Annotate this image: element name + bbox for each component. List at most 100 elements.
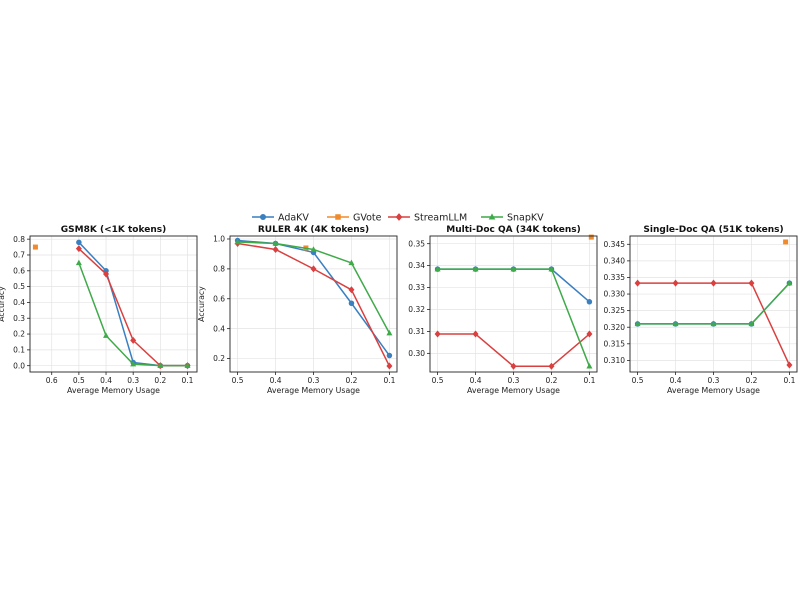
- y-tick-label: 0.325: [604, 306, 626, 315]
- data-point: [310, 246, 317, 252]
- y-tick-label: 0.1: [13, 345, 25, 354]
- data-point: [157, 362, 164, 368]
- x-axis-label: Average Memory Usage: [467, 386, 560, 395]
- data-point: [386, 362, 393, 370]
- data-point: [710, 279, 717, 287]
- x-tick-label: 0.6: [46, 376, 58, 385]
- y-tick-label: 0.7: [13, 251, 25, 260]
- x-tick-label: 0.1: [783, 376, 795, 385]
- data-point: [272, 245, 279, 253]
- data-point: [386, 329, 393, 336]
- legend-marker: [335, 214, 341, 220]
- data-point: [103, 270, 110, 278]
- y-tick-label: 0.345: [604, 240, 626, 249]
- legend-item-snapkv: SnapKV: [481, 213, 544, 224]
- data-point: [672, 279, 679, 287]
- data-point: [272, 240, 279, 246]
- data-point: [786, 361, 793, 369]
- series-snapkv: [234, 238, 393, 336]
- chart-title: Single-Doc QA (51K tokens): [643, 225, 783, 235]
- x-tick-label: 0.4: [100, 376, 112, 385]
- data-point: [586, 330, 593, 338]
- data-point: [748, 279, 755, 287]
- series-gvote: [588, 234, 594, 240]
- legend-label: GVote: [353, 213, 382, 224]
- y-tick-label: 0.335: [604, 273, 626, 282]
- y-tick-label: 0.4: [213, 324, 225, 333]
- y-tick-label: 0.340: [604, 256, 626, 265]
- series-streamllm: [234, 239, 393, 370]
- x-tick-label: 0.1: [583, 376, 595, 385]
- legend-item-streamllm: StreamLLM: [388, 213, 467, 224]
- data-point: [348, 300, 355, 307]
- x-tick-label: 0.3: [127, 376, 139, 385]
- data-point: [588, 234, 594, 240]
- series-snapkv: [434, 265, 593, 369]
- data-point: [130, 336, 137, 344]
- y-axis-label: Accuracy: [0, 286, 6, 322]
- data-point: [76, 239, 82, 246]
- data-point: [634, 279, 641, 287]
- y-tick-label: 0.30: [408, 349, 425, 358]
- x-tick-label: 0.1: [182, 376, 194, 385]
- y-tick-label: 0.315: [604, 339, 626, 348]
- data-point: [434, 265, 441, 272]
- x-tick-label: 0.2: [545, 376, 557, 385]
- data-point: [510, 265, 517, 272]
- y-tick-label: 0.2: [213, 354, 225, 363]
- legend-marker: [488, 213, 496, 220]
- x-tick-label: 0.5: [432, 376, 444, 385]
- y-tick-label: 0.8: [213, 264, 225, 273]
- data-point: [672, 320, 679, 327]
- y-tick-label: 0.6: [13, 266, 25, 275]
- chart-gsm8k: 0.6 0.5 0.4 0.3 0.2 0.1 0.0 0.1 0.2 0.3 0.4 0.5 0.6 0…: [0, 225, 198, 395]
- chart-multi-doc-qa: 0.5 0.4 0.3 0.2 0.1 0.30 0.31 0.32 0.33 0.34 0.35 M…: [408, 225, 598, 395]
- x-tick-label: 0.4: [670, 376, 682, 385]
- y-tick-label: 0.34: [408, 261, 425, 270]
- data-point: [75, 259, 82, 266]
- data-point: [310, 265, 317, 273]
- data-point: [130, 360, 137, 367]
- data-point: [434, 330, 441, 338]
- x-tick-label: 0.4: [270, 376, 282, 385]
- series-snapkv: [75, 259, 191, 368]
- y-tick-label: 0.33: [408, 283, 425, 292]
- data-point: [472, 330, 479, 338]
- legend-label: SnapKV: [507, 213, 544, 224]
- data-point: [348, 259, 355, 266]
- series-gvote: [783, 239, 789, 245]
- chart-panels: 0.6 0.5 0.4 0.3 0.2 0.1 0.0 0.1 0.2 0.3 0.4 0.5 0.6 0…: [0, 225, 798, 395]
- data-point: [783, 239, 789, 245]
- data-point: [32, 244, 38, 250]
- legend: AdaKV GVote StreamLLM SnapKV: [252, 213, 544, 224]
- data-point: [748, 320, 755, 327]
- data-point: [184, 362, 191, 368]
- y-tick-label: 0.0: [13, 361, 25, 370]
- x-tick-label: 0.3: [508, 376, 520, 385]
- legend-marker: [259, 213, 267, 221]
- x-tick-label: 0.2: [154, 376, 166, 385]
- data-point: [710, 320, 717, 327]
- chart-single-doc-qa: 0.5 0.4 0.3 0.2 0.1 0.310 0.315 0.320 0.325 0.330…: [604, 225, 798, 395]
- chart-title: GSM8K (<1K tokens): [61, 225, 166, 235]
- series-snapkv: [634, 279, 793, 327]
- x-tick-label: 0.3: [308, 376, 320, 385]
- data-point: [548, 265, 555, 272]
- axes-frame: [29, 235, 198, 373]
- x-tick-label: 0.2: [345, 376, 357, 385]
- y-tick-label: 0.2: [13, 330, 25, 339]
- x-tick-label: 0.3: [708, 376, 720, 385]
- data-point: [634, 320, 641, 327]
- y-tick-label: 0.35: [408, 239, 425, 248]
- legend-item-adakv: AdaKV: [252, 213, 309, 224]
- y-tick-label: 0.330: [604, 290, 626, 299]
- legend-label: AdaKV: [278, 213, 309, 224]
- chart-title: RULER 4K (4K tokens): [258, 225, 369, 235]
- legend-item-gvote: GVote: [327, 213, 382, 224]
- y-axis-label: Accuracy: [197, 286, 206, 322]
- x-axis-label: Average Memory Usage: [67, 386, 160, 395]
- data-point: [234, 238, 241, 245]
- x-tick-label: 0.5: [232, 376, 244, 385]
- y-tick-label: 0.310: [604, 356, 626, 365]
